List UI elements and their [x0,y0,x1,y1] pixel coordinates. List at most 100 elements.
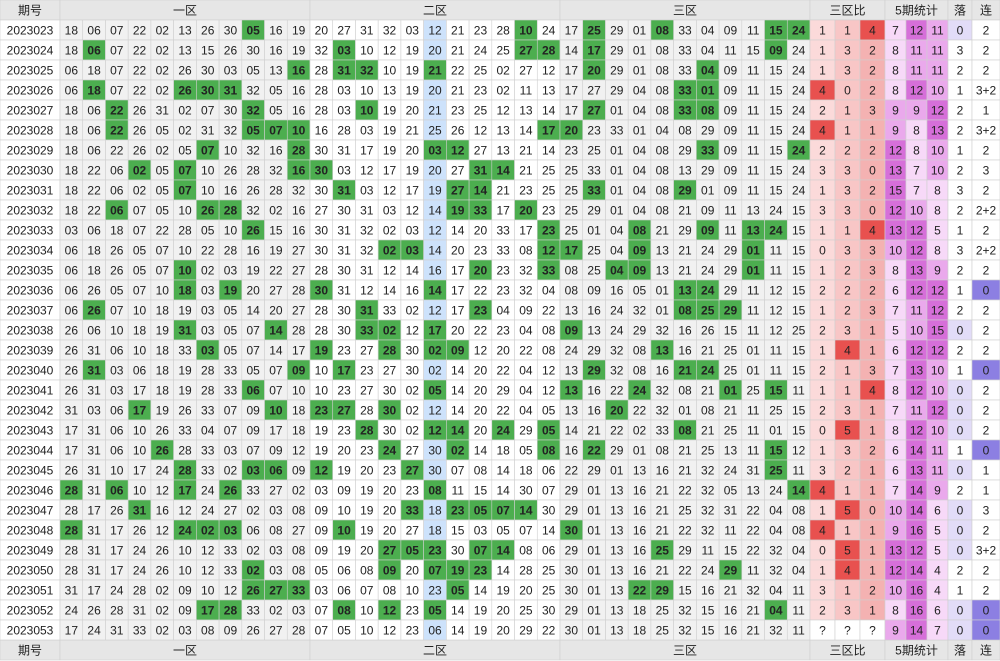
omission-cell-text: 26 [87,604,101,618]
omission-cell-text: 16 [428,264,442,278]
period-text: 2023028 [7,124,54,138]
omission-cell-text: 22 [565,464,579,478]
miss-cell-text: 1 [957,364,964,378]
omission-cell-text: 28 [360,404,374,418]
omission-cell-text: 18 [65,204,79,218]
omission-cell-text: 17 [110,524,124,538]
stats-cell-text: 12 [910,384,924,398]
omission-cell-text: 30 [542,504,556,518]
omission-cell-text: 06 [542,544,556,558]
omission-cell-text: 12 [383,624,397,638]
stats-cell-text: 12 [910,224,924,238]
omission-cell-text: 02 [156,144,170,158]
omission-cell-text: 07 [247,444,261,458]
omission-cell-text: 32 [519,284,533,298]
stats-cell-text: 9 [892,624,899,638]
streak-cell-text: 2 [983,344,990,358]
ratio-cell-text: 1 [844,104,851,118]
omission-cell-text: 05 [337,624,351,638]
omission-cell-text: 24 [792,84,806,98]
period-text: 2023037 [7,304,54,318]
omission-cell-text: 11 [724,204,737,218]
omission-cell-text: 10 [337,504,351,518]
ratio-cell-text: 1 [844,24,851,38]
omission-cell-text: 14 [428,204,442,218]
omission-cell-text: 15 [792,264,806,278]
omission-cell-text: 11 [770,264,783,278]
omission-cell-text: 03 [315,484,329,498]
omission-cell-text: 16 [610,284,624,298]
omission-cell-text: 06 [65,244,79,258]
hit-cell-text: 15 [769,384,783,398]
miss-cell-text: 0 [957,424,964,438]
omission-cell-text: 31 [724,504,738,518]
omission-cell-text: 03 [87,404,101,418]
omission-cell-text: 19 [406,44,420,58]
stats-cell-text: 8 [913,124,920,138]
omission-cell-text: 07 [315,604,329,618]
omission-cell-text: 31 [201,124,215,138]
omission-cell-text: 15 [269,224,283,238]
omission-cell-text: 30 [337,304,351,318]
omission-cell-text: 27 [406,444,420,458]
omission-cell-text: 06 [337,564,351,578]
omission-cell-text: 22 [110,144,124,158]
omission-cell-text: 15 [747,44,761,58]
omission-cell-text: 12 [383,184,397,198]
hit-cell-text: 21 [678,364,692,378]
omission-cell-text: 12 [542,384,556,398]
omission-cell-text: 31 [337,244,351,258]
omission-cell-text: 26 [156,564,170,578]
omission-cell-text: 15 [792,304,806,318]
omission-cell-text: 11 [747,284,760,298]
omission-cell-text: 26 [110,264,124,278]
stats-cell-text: 14 [910,624,924,638]
omission-cell-text: 05 [156,204,170,218]
miss-cell-text: 0 [957,544,964,558]
omission-cell-text: 16 [292,84,306,98]
omission-cell-text: 07 [201,104,215,118]
streak-cell-text: 2 [983,264,990,278]
hit-cell-text: 10 [360,104,374,118]
hit-cell-text: 17 [428,324,442,338]
omission-cell-text: 16 [269,44,283,58]
omission-cell-text: 23 [474,24,488,38]
omission-cell-text: 01 [701,184,715,198]
omission-cell-text: 32 [247,204,261,218]
omission-cell-text: 23 [360,364,374,378]
hit-cell-text: 33 [542,264,556,278]
stats-cell-text: 10 [889,244,903,258]
omission-cell-text: 06 [87,224,101,238]
omission-cell-text: 29 [610,444,624,458]
miss-cell-text: 0 [957,404,964,418]
omission-cell-text: 31 [360,204,374,218]
omission-cell-text: 11 [724,524,737,538]
streak-cell-text: 0 [983,364,990,378]
hit-cell-text: 07 [428,564,442,578]
omission-cell-text: 10 [178,564,192,578]
omission-cell-text: 15 [724,324,738,338]
omission-cell-text: 17 [292,344,306,358]
stats-cell-text: 13 [910,464,924,478]
omission-cell-text: 28 [315,104,329,118]
ratio-cell-text: 1 [819,64,826,78]
omission-cell-text: 10 [178,204,192,218]
ratio-cell-text: 3 [819,164,826,178]
omission-cell-text: 17 [65,444,79,458]
omission-cell-text: 32 [519,264,533,278]
hit-cell-text: 33 [406,504,420,518]
stats-cell-text: 7 [934,624,941,638]
omission-cell-text: 24 [724,464,738,478]
omission-cell-text: 26 [65,364,79,378]
omission-cell-text: 04 [610,244,624,258]
hit-cell-text: 19 [315,344,329,358]
stats-cell-text: 12 [931,404,945,418]
ratio-cell-text: 3 [844,444,851,458]
ratio-cell-text: 1 [869,404,876,418]
omission-cell-text: 25 [565,224,579,238]
period-text: 2023040 [7,364,54,378]
ratio-cell-text: ? [844,624,851,638]
omission-cell-text: 07 [519,524,533,538]
omission-cell-text: 21 [724,584,738,598]
omission-cell-text: 32 [701,464,715,478]
